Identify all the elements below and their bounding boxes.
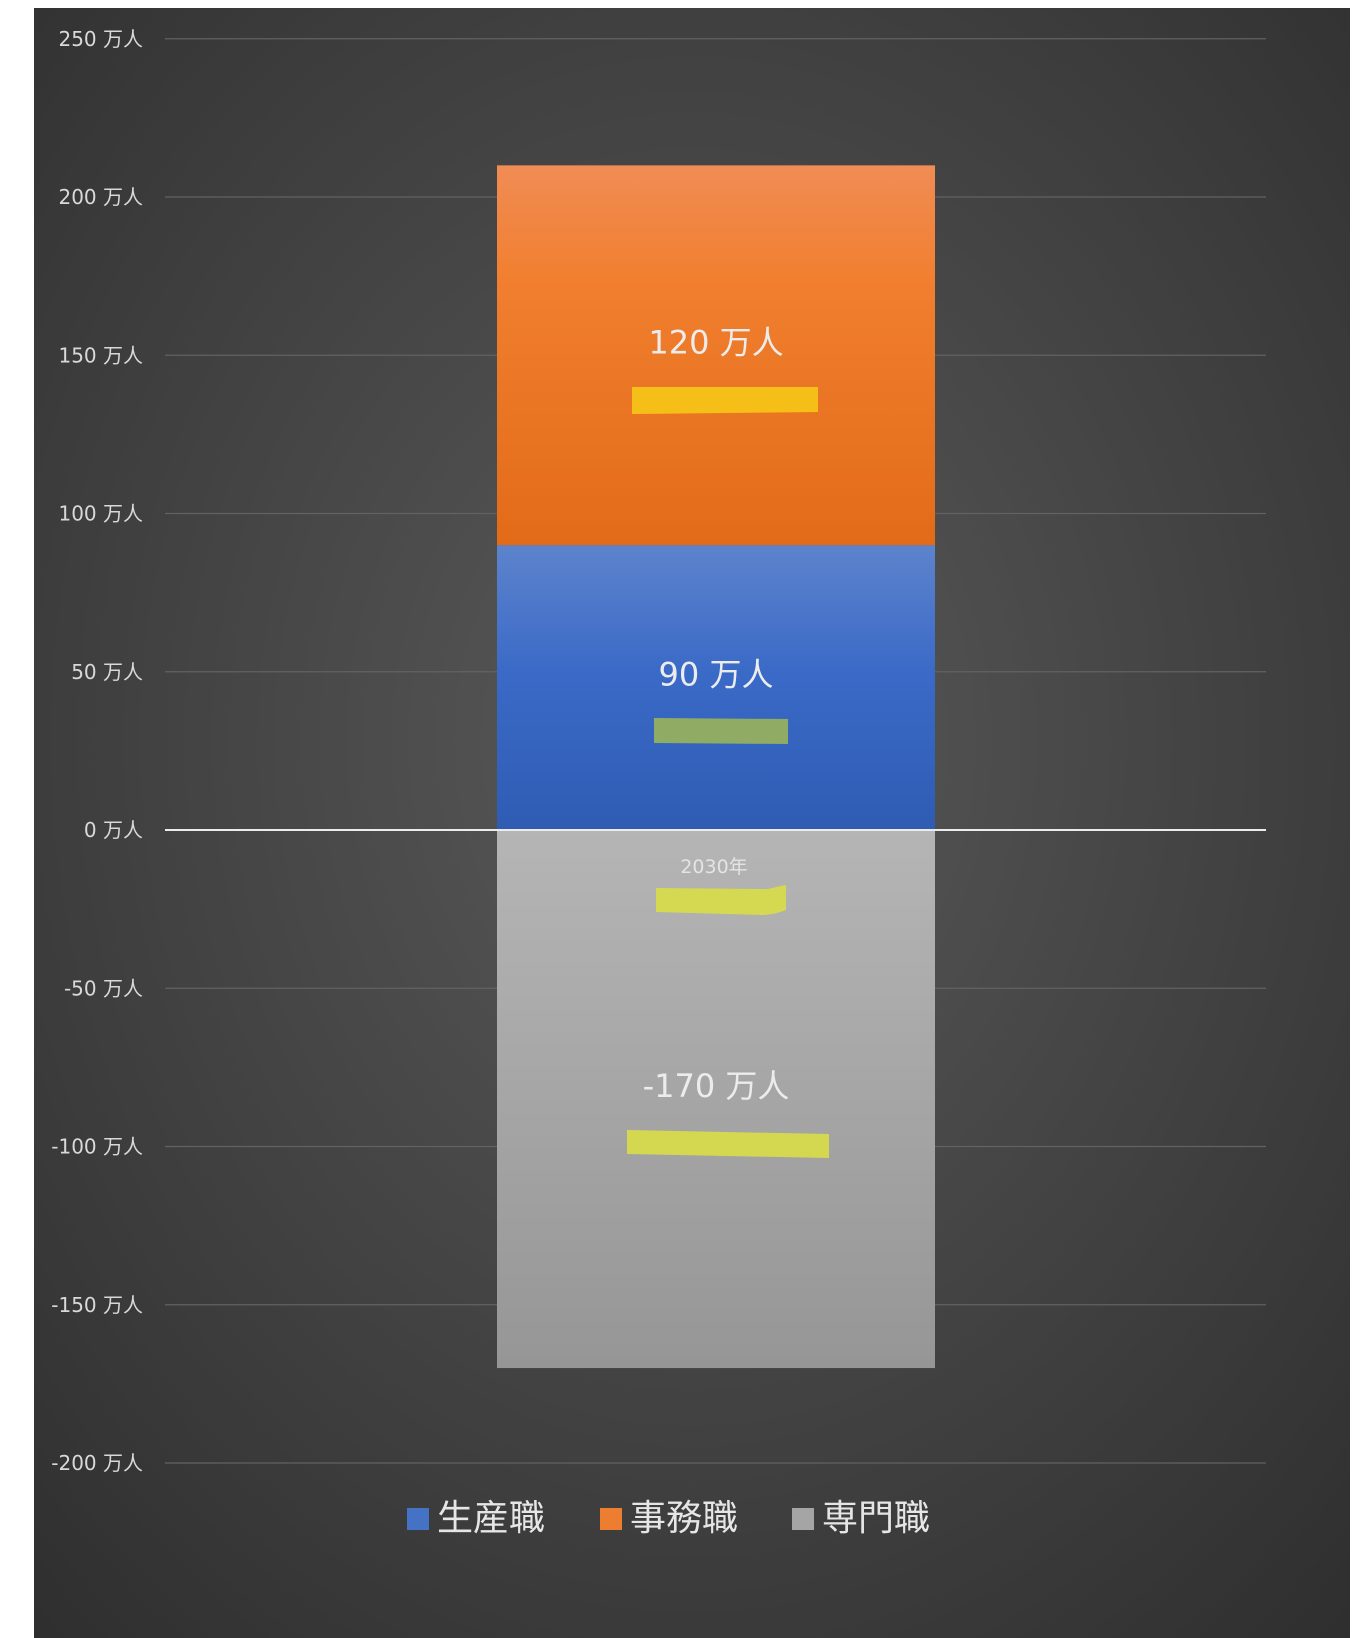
highlight-mark <box>654 718 788 744</box>
legend: 生産職 事務職 専門職 <box>407 1498 930 1539</box>
data-label-生産職: 90 万人 <box>659 656 774 694</box>
legend-swatch-事務職 <box>600 1508 622 1530</box>
bar-layer <box>165 165 1266 1369</box>
legend-label-事務職: 事務職 <box>630 1498 738 1539</box>
label-layer: 90 万人 120 万人 -170 万人 2030年 <box>627 323 829 1158</box>
y-tick-label: 0 万人 <box>84 818 143 842</box>
highlight-mark <box>632 387 818 414</box>
x-category-label: 2030年 <box>680 856 747 878</box>
y-tick-label: -200 万人 <box>51 1451 143 1475</box>
chart-panel: 250 万人 200 万人 150 万人 100 万人 50 万人 0 万人 -50 万人 -… <box>34 8 1350 1638</box>
y-tick-label: 100 万人 <box>58 502 143 526</box>
y-tick-label: -100 万人 <box>51 1135 143 1159</box>
legend-label-専門職: 専門職 <box>822 1498 930 1539</box>
chart-svg: 250 万人 200 万人 150 万人 100 万人 50 万人 0 万人 -50 万人 -… <box>34 8 1350 1638</box>
bar-segment-事務職 <box>497 165 935 546</box>
y-tick-label: 50 万人 <box>71 660 143 684</box>
y-tick-label: -150 万人 <box>51 1293 143 1317</box>
legend-label-生産職: 生産職 <box>437 1498 545 1539</box>
y-tick-label: -50 万人 <box>64 976 143 1000</box>
y-tick-label: 200 万人 <box>58 185 143 209</box>
legend-swatch-専門職 <box>792 1508 814 1530</box>
legend-swatch-生産職 <box>407 1508 429 1530</box>
highlight-mark <box>656 885 786 915</box>
grid-layer: 250 万人 200 万人 150 万人 100 万人 50 万人 0 万人 -50 万人 -… <box>51 27 1266 1475</box>
bar-segment-専門職 <box>497 830 935 1369</box>
data-label-事務職: 120 万人 <box>648 323 783 361</box>
data-label-専門職: -170 万人 <box>643 1067 790 1105</box>
bar-segment-生産職 <box>497 545 935 830</box>
y-tick-label: 250 万人 <box>58 27 143 51</box>
highlight-mark <box>627 1130 829 1158</box>
y-tick-label: 150 万人 <box>58 343 143 367</box>
